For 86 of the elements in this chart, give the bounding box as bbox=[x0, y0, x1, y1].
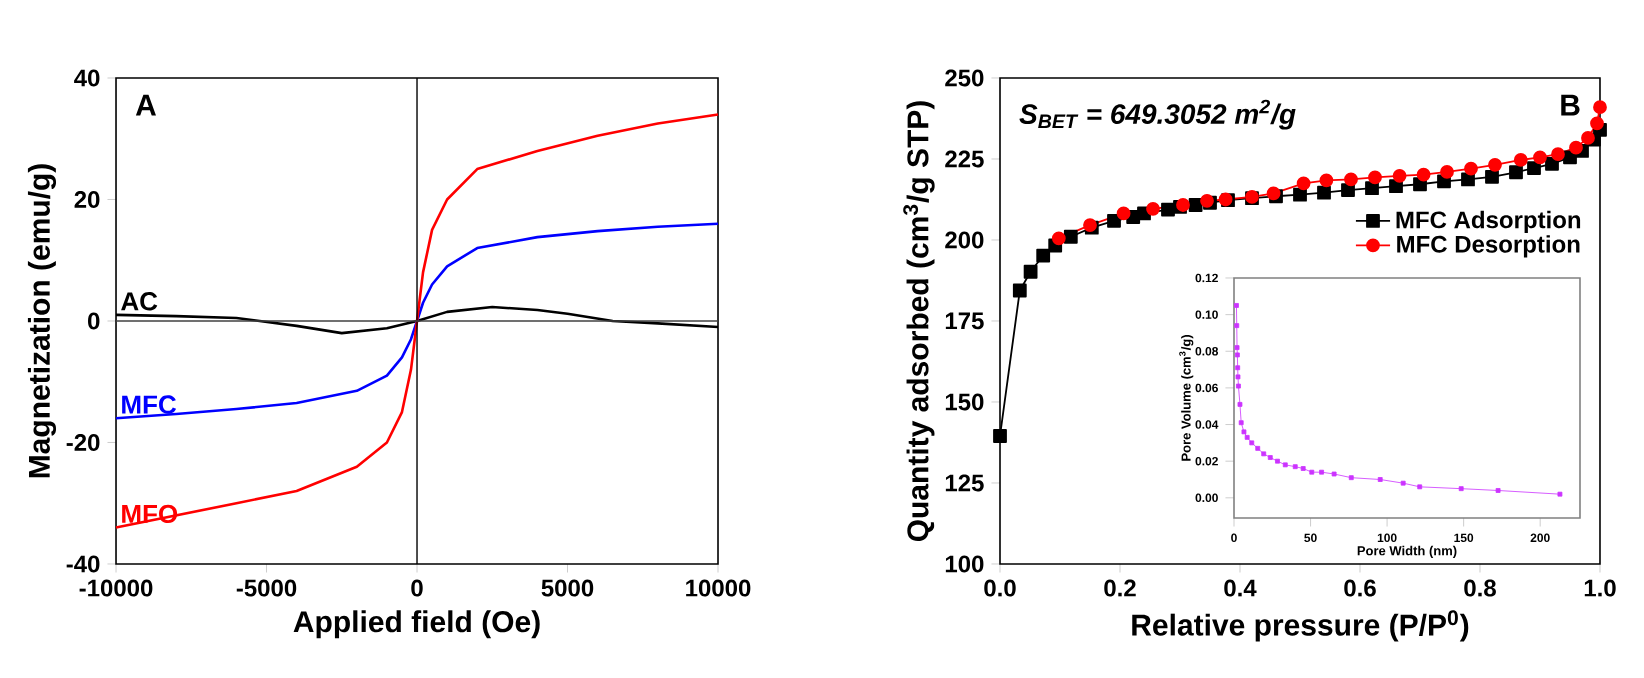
y-tick-label: 225 bbox=[945, 150, 984, 168]
x-tick-label: 5000 bbox=[541, 579, 594, 597]
series-label: MFC bbox=[122, 395, 177, 414]
point bbox=[1293, 187, 1307, 202]
point bbox=[1261, 451, 1267, 457]
annotation: B bbox=[1561, 94, 1580, 116]
y-tick-label: 150 bbox=[945, 393, 984, 411]
point bbox=[1368, 170, 1382, 185]
point bbox=[1238, 420, 1244, 426]
point bbox=[1593, 100, 1607, 115]
y-tick-label: 0 bbox=[88, 312, 100, 330]
point bbox=[1461, 172, 1475, 187]
point bbox=[1458, 486, 1464, 492]
point bbox=[1317, 185, 1331, 200]
point bbox=[1348, 475, 1354, 481]
point bbox=[1235, 365, 1241, 371]
x-tick-label: 0.4 bbox=[1224, 579, 1257, 597]
point bbox=[1533, 150, 1547, 165]
annotation: S$_{BET}$ = 649.3052 m$^{2}$/g bbox=[1019, 99, 1296, 130]
point bbox=[1146, 201, 1160, 216]
point bbox=[1485, 169, 1499, 184]
point bbox=[1581, 131, 1595, 145]
point bbox=[993, 429, 1007, 443]
point bbox=[1331, 471, 1337, 477]
x-tick-label: 1.0 bbox=[1584, 579, 1616, 597]
point bbox=[1234, 323, 1240, 329]
annotation: A bbox=[135, 94, 156, 116]
point bbox=[1527, 161, 1541, 175]
point bbox=[1107, 213, 1121, 228]
point bbox=[1545, 156, 1559, 171]
point bbox=[1551, 147, 1565, 162]
point bbox=[1400, 480, 1406, 486]
point bbox=[1244, 434, 1250, 440]
x-axis-title: Applied field (Oe) bbox=[293, 610, 540, 639]
point bbox=[1464, 161, 1478, 176]
point bbox=[1365, 181, 1379, 196]
point bbox=[1513, 153, 1528, 167]
point bbox=[1392, 168, 1407, 183]
series-label: AC bbox=[121, 292, 158, 311]
y-tick-label: 100 bbox=[945, 555, 984, 573]
x-tick-label: 0.6 bbox=[1344, 579, 1376, 597]
y-tick-label: 175 bbox=[945, 312, 984, 330]
point bbox=[1036, 248, 1051, 263]
point bbox=[1440, 165, 1454, 179]
y-tick-label: 40 bbox=[74, 69, 100, 87]
x-tick-label: 0.8 bbox=[1464, 579, 1496, 597]
point bbox=[1051, 231, 1066, 246]
point bbox=[1241, 429, 1247, 435]
line-series bbox=[114, 222, 720, 420]
point bbox=[1023, 264, 1038, 279]
y-tick-label: 250 bbox=[945, 69, 984, 87]
y-tick-label: -20 bbox=[66, 433, 100, 451]
point bbox=[1235, 374, 1241, 380]
point bbox=[1569, 140, 1583, 155]
y-axis-title: Quantity adsorbed (cm$^{3}$/g STP) bbox=[903, 101, 935, 542]
y-tick-label: 125 bbox=[945, 474, 984, 492]
point bbox=[1509, 165, 1523, 180]
point bbox=[1557, 491, 1563, 497]
y-tick-label: -40 bbox=[66, 555, 100, 573]
point bbox=[1255, 445, 1261, 451]
point bbox=[1116, 206, 1131, 221]
point bbox=[1309, 469, 1315, 475]
x-tick-label: 0 bbox=[411, 579, 423, 597]
point bbox=[1416, 167, 1431, 182]
legend-label: MFC Adsorption bbox=[1396, 210, 1581, 234]
legend-label: MFC Desorption bbox=[1397, 235, 1580, 258]
point bbox=[1417, 484, 1423, 490]
point bbox=[1063, 229, 1078, 244]
point bbox=[1344, 172, 1358, 187]
point bbox=[1012, 283, 1027, 298]
x-tick-label: -10000 bbox=[79, 579, 153, 597]
point bbox=[1590, 116, 1604, 131]
y-tick-label: 200 bbox=[945, 231, 984, 249]
point bbox=[1341, 183, 1355, 197]
point bbox=[1488, 157, 1502, 172]
x-tick-label: -5000 bbox=[236, 579, 297, 597]
point bbox=[1296, 176, 1311, 191]
series-label: MFO bbox=[122, 504, 178, 524]
x-tick-label: 0.0 bbox=[984, 579, 1016, 597]
y-tick-label: 20 bbox=[74, 191, 100, 208]
x-axis-title: Relative pressure (P/P$^{0}$) bbox=[1132, 610, 1469, 642]
point bbox=[1319, 173, 1334, 188]
x-tick-label: 10000 bbox=[686, 579, 751, 597]
x-tick-label: 0.2 bbox=[1104, 579, 1136, 597]
y-axis-title: Magnetization (emu/g) bbox=[27, 164, 57, 478]
point bbox=[1234, 352, 1240, 358]
